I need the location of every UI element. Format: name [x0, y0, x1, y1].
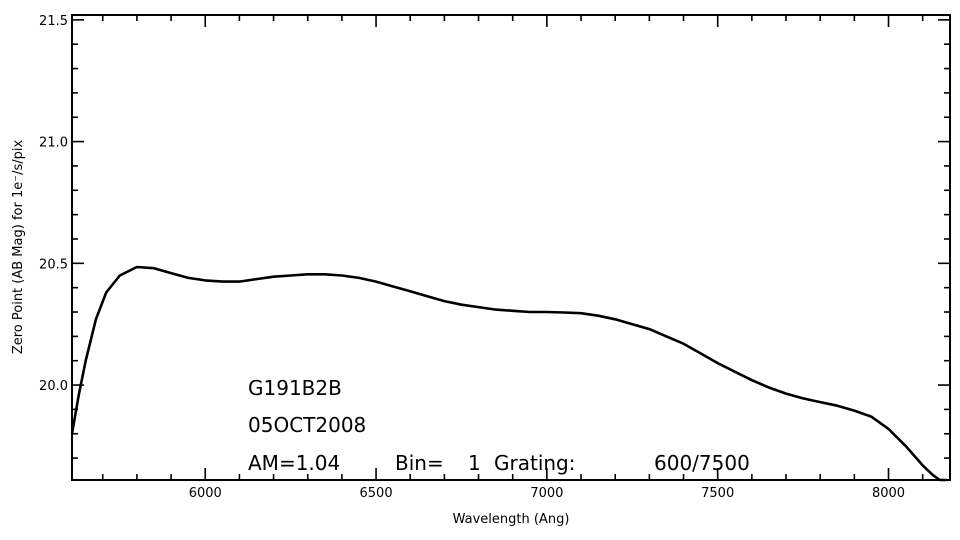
- zero-point-curve: [70, 265, 947, 482]
- annotation-star-name: G191B2B: [248, 376, 342, 400]
- x-tick-label: 6000: [189, 486, 222, 501]
- axis-ticks: [72, 15, 950, 480]
- annotation-grating-label: Grating:: [494, 451, 575, 475]
- y-tick-label: 21.5: [39, 14, 68, 29]
- plot-frame: [71, 14, 951, 481]
- annotation-grating-value: 600/7500: [654, 451, 750, 475]
- x-tick-label: 7000: [530, 486, 563, 501]
- y-tick-label: 21.0: [39, 136, 68, 151]
- annotation-bin-label: Bin=: [395, 451, 444, 475]
- annotation-date: 05OCT2008: [248, 413, 366, 437]
- annotation-airmass: AM=1.04: [248, 451, 340, 475]
- x-tick-label: 8000: [872, 486, 905, 501]
- y-axis-label: Zero Point (AB Mag) for 1e⁻/s/pix: [11, 140, 26, 355]
- y-tick-label: 20.0: [39, 379, 68, 394]
- x-tick-label: 6500: [360, 486, 393, 501]
- x-tick-label: 7500: [701, 486, 734, 501]
- annotation-bin-value: 1: [468, 451, 481, 475]
- axis-tick-labels: 6000 6500 7000 7500 8000 20.0 20.5 21.0 21.5: [39, 14, 905, 501]
- x-axis-label: Wavelength (Ang): [453, 512, 570, 527]
- y-tick-label: 20.5: [39, 257, 68, 272]
